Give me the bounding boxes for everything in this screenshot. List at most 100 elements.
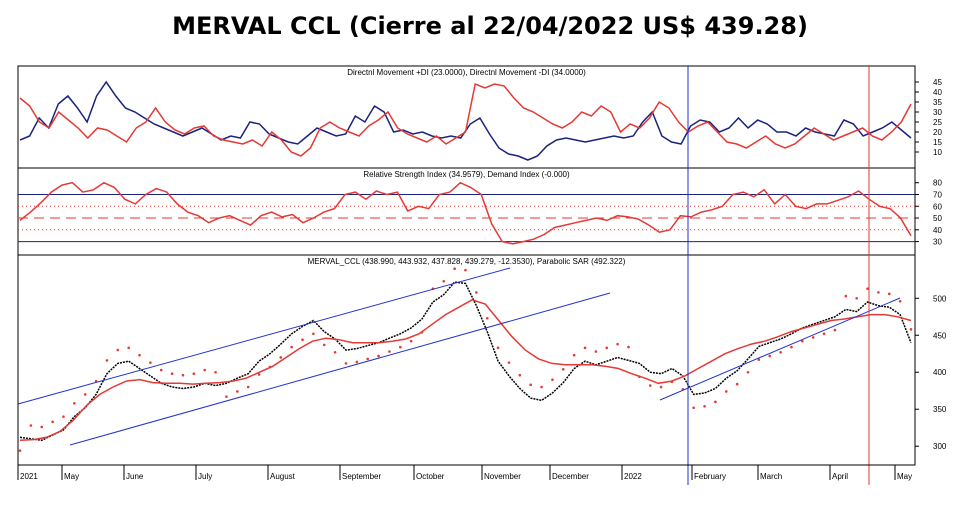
sar-dot [594, 350, 598, 353]
y-tick-label: 30 [933, 108, 942, 117]
sar-dot [62, 415, 65, 418]
sar-dot [388, 350, 391, 353]
x-tick-label: February [694, 472, 726, 481]
series-line [19, 298, 912, 442]
sar-dot [638, 375, 641, 378]
sar-dot [83, 393, 87, 396]
sar-dot [18, 449, 22, 452]
sar-dot [659, 385, 663, 389]
y-tick-label: 45 [933, 78, 942, 87]
sar-dot [551, 378, 554, 381]
x-tick-label: April [832, 472, 848, 481]
sar-dot [540, 385, 543, 389]
y-tick-label: 60 [933, 202, 942, 211]
sar-dot [127, 346, 130, 350]
y-tick-label: 350 [933, 405, 947, 414]
sar-dot [735, 382, 739, 386]
sar-dot [703, 404, 706, 408]
x-tick-label: 2021 [20, 472, 38, 481]
sar-dot [605, 346, 609, 350]
series-line [19, 80, 912, 161]
sar-dot [757, 358, 761, 361]
sar-dot [714, 400, 717, 404]
sar-dot [627, 345, 630, 349]
sar-dot [572, 353, 576, 357]
x-tick-label: August [270, 472, 296, 481]
sar-dot [768, 354, 772, 358]
y-tick-label: 20 [933, 128, 942, 137]
sar-dot [181, 373, 185, 377]
sar-dot [203, 368, 207, 372]
sar-dot [801, 339, 804, 343]
sar-dot [779, 350, 782, 354]
trend-line-upper [17, 267, 511, 405]
sar-dot [909, 328, 913, 331]
sar-dot [301, 338, 304, 342]
y-tick-label: 300 [933, 442, 947, 451]
sar-dot [409, 339, 413, 343]
panel-title: Relative Strength Index (34.9579), Deman… [363, 170, 570, 179]
sar-dot [811, 336, 815, 339]
y-tick-label: 70 [933, 190, 942, 199]
sar-dot [833, 328, 837, 332]
x-axis: 2021 May June July August September October Nov… [17, 464, 915, 481]
sar-dots [18, 267, 913, 452]
sar-dot [420, 331, 424, 334]
sar-dot [399, 345, 402, 349]
series-line [19, 82, 912, 157]
y-tick-label: 30 [933, 238, 942, 247]
sar-dot [279, 356, 283, 359]
sar-dot [692, 406, 695, 410]
y-tick-label: 400 [933, 368, 947, 377]
sar-dot [366, 357, 370, 361]
y-tick-label: 10 [933, 148, 942, 157]
y-tick-label: 40 [933, 226, 942, 235]
sar-dot [105, 359, 109, 362]
sar-dot [333, 350, 337, 354]
sar-dot [214, 370, 217, 374]
sar-dot [268, 365, 272, 369]
trend-line-lower [69, 292, 611, 446]
sar-dot [170, 372, 174, 376]
x-tick-label: November [484, 472, 521, 481]
y-tick-label: 50 [933, 214, 942, 223]
sar-dot [290, 345, 293, 349]
sar-dot [442, 279, 446, 283]
sar-dot [898, 299, 902, 303]
panel-2: MERVAL_CCL (438.990, 443.932, 437.828, 4… [17, 254, 947, 466]
chart-panels: Directnl Movement +DI (23.0000), Directn… [17, 65, 947, 485]
sar-dot [377, 354, 380, 358]
sar-dot [51, 420, 54, 424]
sar-dot [246, 385, 250, 389]
sar-dot [561, 367, 565, 371]
panel-1: Relative Strength Index (34.9579), Deman… [17, 167, 942, 256]
sar-dot [73, 402, 76, 405]
sar-dot [464, 268, 467, 272]
panel-0: Directnl Movement +DI (23.0000), Directn… [17, 65, 942, 169]
sar-dot [844, 294, 848, 298]
sar-dot [40, 425, 44, 429]
sar-dot [344, 362, 348, 365]
sar-dot [790, 345, 793, 349]
x-tick-label: March [760, 472, 782, 481]
sar-dot [496, 346, 500, 350]
series-line [19, 181, 912, 245]
sar-dot [877, 291, 880, 294]
sar-dot [159, 368, 163, 372]
y-tick-label: 80 [933, 179, 942, 188]
sar-dot [616, 342, 619, 346]
y-tick-label: 25 [933, 118, 942, 127]
y-tick-label: 450 [933, 331, 947, 340]
sar-dot [116, 348, 120, 352]
panel-frame [17, 65, 916, 169]
sar-dot [29, 424, 33, 427]
sar-dot [257, 373, 261, 376]
sar-dot [583, 346, 587, 350]
sar-dot [529, 383, 532, 387]
x-tick-label: May [897, 472, 912, 481]
page-title: MERVAL CCL (Cierre al 22/04/2022 US$ 439… [172, 12, 808, 40]
y-tick-label: 500 [933, 294, 947, 303]
x-tick-label: 2022 [624, 472, 642, 481]
sar-dot [648, 384, 652, 387]
